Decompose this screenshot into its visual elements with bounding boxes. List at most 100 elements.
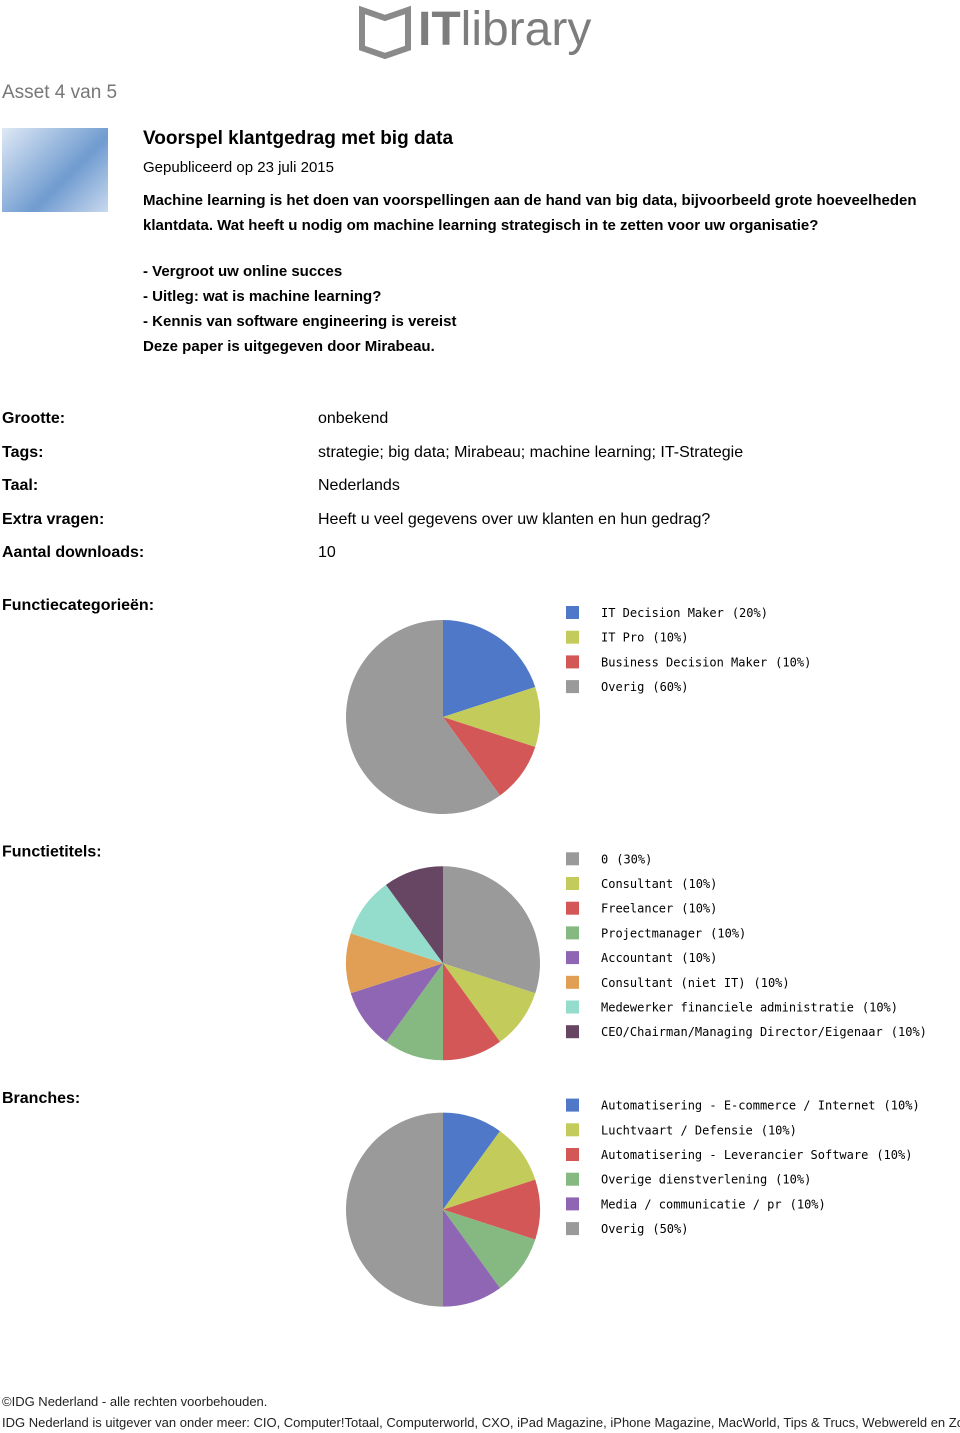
legend-entry: Consultant (10%) <box>601 877 717 891</box>
legend-name: Consultant (niet IT) <box>601 975 746 989</box>
legend-swatch <box>566 680 579 694</box>
legend-name: Medewerker financiele administratie <box>601 1000 854 1014</box>
legend-name: CEO/Chairman/Managing Director/Eigenaar <box>601 1025 883 1039</box>
legend-value: (10%) <box>862 1000 898 1014</box>
legend-value: (20%) <box>732 606 768 620</box>
detail-value: onbekend <box>318 410 389 427</box>
detail-label: Extra vragen: <box>2 510 105 528</box>
detail-value: 10 <box>318 544 336 561</box>
legend-value: (30%) <box>616 852 652 866</box>
legend-entry: Medewerker financiele administratie (10%) <box>601 1000 898 1014</box>
pie-slice <box>443 1131 536 1210</box>
pie-slice <box>443 1209 536 1289</box>
pie-slice <box>385 963 443 1061</box>
legend-swatch <box>566 852 579 866</box>
legend-entry: Overige dienstverlening (10%) <box>601 1172 811 1186</box>
legend-entry: Freelancer (10%) <box>601 901 717 915</box>
logo-text: ITlibrary <box>418 3 591 56</box>
chart-title: Functiecategorieën: <box>2 597 154 614</box>
legend-swatch <box>566 877 579 890</box>
legend-swatch <box>566 901 579 915</box>
legend-value: (50%) <box>652 1222 688 1236</box>
legend-name: Overig <box>601 1222 644 1236</box>
logo-icon <box>359 5 411 60</box>
pie-slice <box>345 619 501 814</box>
pie-slice <box>443 687 540 747</box>
legend-swatch <box>566 926 579 940</box>
legend-swatch <box>566 1148 579 1161</box>
legend-value: (10%) <box>652 630 688 644</box>
bullet: - Vergroot uw online succes <box>143 263 343 280</box>
chart-title: Functietitels: <box>2 844 102 861</box>
legend-value: (60%) <box>652 680 688 694</box>
pie-slice <box>346 933 443 994</box>
legend-entry: 0 (30%) <box>601 852 652 866</box>
legend-swatch <box>566 951 579 965</box>
detail-value: strategie; big data; Mirabeau; machine l… <box>318 443 744 461</box>
logo: ITlibrary <box>359 3 591 60</box>
legend-name: Media / communicatie / pr <box>601 1197 782 1211</box>
legend-value: (10%) <box>891 1025 927 1039</box>
legend-entry: Consultant (niet IT) (10%) <box>601 975 790 989</box>
detail-value: Heeft u veel gegevens over uw klanten en… <box>318 510 711 528</box>
asset-counter: Asset 4 van 5 <box>2 82 118 103</box>
legend-swatch <box>566 1123 579 1137</box>
legend-entry: Projectmanager (10%) <box>601 926 746 940</box>
legend-name: Projectmanager <box>601 926 702 940</box>
legend-entry: Luchtvaart / Defensie (10%) <box>601 1123 797 1137</box>
pie-slice <box>350 884 443 964</box>
bullet: - Kennis van software engineering is ver… <box>143 313 457 330</box>
legend-value: (10%) <box>681 951 717 965</box>
legend-value: (10%) <box>754 975 790 989</box>
legend-entry: IT Pro (10%) <box>601 630 688 644</box>
logo-bold: IT <box>418 3 461 56</box>
legend-value: (10%) <box>876 1148 912 1162</box>
pie-slice <box>443 963 536 1042</box>
legend-name: Freelancer <box>601 901 673 915</box>
detail-label: Taal: <box>2 477 39 494</box>
thumbnail <box>2 128 108 212</box>
detail-value: Nederlands <box>318 477 400 494</box>
logo-rest: library <box>461 3 592 56</box>
pie-slice <box>346 1112 443 1307</box>
legend-entry: Overig (60%) <box>601 680 688 694</box>
legend-entry: Media / communicatie / pr (10%) <box>601 1197 826 1211</box>
legend-swatch <box>566 1172 579 1186</box>
footer-publishers: IDG Nederland is uitgever van onder meer… <box>2 1415 960 1430</box>
legend-name: Consultant <box>601 877 673 891</box>
pie-slice <box>443 620 536 717</box>
legend-name: Overige dienstverlening <box>601 1172 767 1186</box>
legend-entry: IT Decision Maker (20%) <box>601 606 768 620</box>
legend-swatch <box>566 606 579 619</box>
legend-swatch <box>566 975 579 989</box>
legend-name: Overig <box>601 680 644 694</box>
legend-name: Business Decision Maker <box>601 655 767 669</box>
detail-label: Tags: <box>2 443 44 461</box>
detail-label: Aantal downloads: <box>2 544 145 561</box>
legend-swatch <box>566 1000 579 1014</box>
legend-swatch <box>566 630 579 644</box>
pie-slice <box>443 1209 501 1307</box>
publisher: Deze paper is uitgegeven door Mirabeau. <box>143 338 435 355</box>
detail-label: Grootte: <box>2 410 66 427</box>
legend-entry: Business Decision Maker (10%) <box>601 655 811 669</box>
legend-entry: Accountant (10%) <box>601 951 717 965</box>
legend-value: (10%) <box>884 1098 920 1112</box>
copyright: ©IDG Nederland - alle rechten voorbehoud… <box>2 1394 268 1409</box>
pie-slice <box>443 963 501 1061</box>
legend-entry: CEO/Chairman/Managing Director/Eigenaar (… <box>601 1025 927 1039</box>
pie-slice <box>350 963 443 1042</box>
bullet: - Uitleg: wat is machine learning? <box>143 288 382 305</box>
description: Machine learning is het doen van voorspe… <box>143 192 917 234</box>
legend-entry: Automatisering - Leverancier Software (10… <box>601 1148 912 1162</box>
legend-entry: Automatisering - E-commerce / Internet (1… <box>601 1098 920 1112</box>
pie-slice <box>443 717 536 796</box>
legend-entry: Overig (50%) <box>601 1222 688 1236</box>
legend-name: IT Decision Maker <box>601 606 724 620</box>
legend-value: (10%) <box>790 1197 826 1211</box>
pie-slice <box>443 1179 540 1240</box>
legend-name: Luchtvaart / Defensie <box>601 1123 753 1137</box>
pie-slice <box>385 866 443 964</box>
